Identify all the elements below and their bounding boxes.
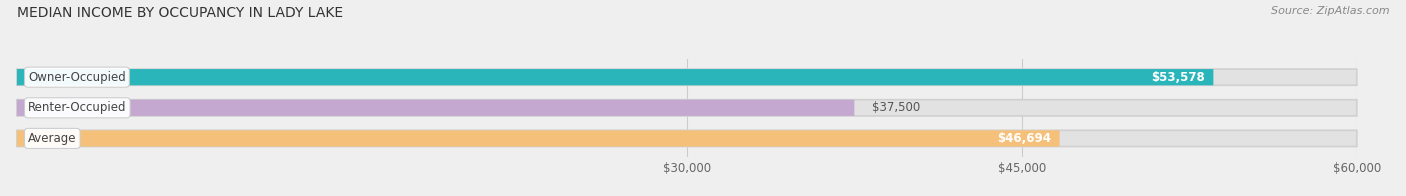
Text: $53,578: $53,578 xyxy=(1150,71,1205,84)
FancyBboxPatch shape xyxy=(17,130,1060,147)
Text: Average: Average xyxy=(28,132,76,145)
FancyBboxPatch shape xyxy=(17,100,855,116)
Text: $37,500: $37,500 xyxy=(872,101,921,114)
FancyBboxPatch shape xyxy=(17,130,1357,147)
Text: Owner-Occupied: Owner-Occupied xyxy=(28,71,125,84)
Text: $46,694: $46,694 xyxy=(997,132,1050,145)
FancyBboxPatch shape xyxy=(17,69,1357,85)
FancyBboxPatch shape xyxy=(17,69,1213,85)
Text: Source: ZipAtlas.com: Source: ZipAtlas.com xyxy=(1271,6,1389,16)
Text: MEDIAN INCOME BY OCCUPANCY IN LADY LAKE: MEDIAN INCOME BY OCCUPANCY IN LADY LAKE xyxy=(17,6,343,20)
Text: Renter-Occupied: Renter-Occupied xyxy=(28,101,127,114)
FancyBboxPatch shape xyxy=(17,100,1357,116)
